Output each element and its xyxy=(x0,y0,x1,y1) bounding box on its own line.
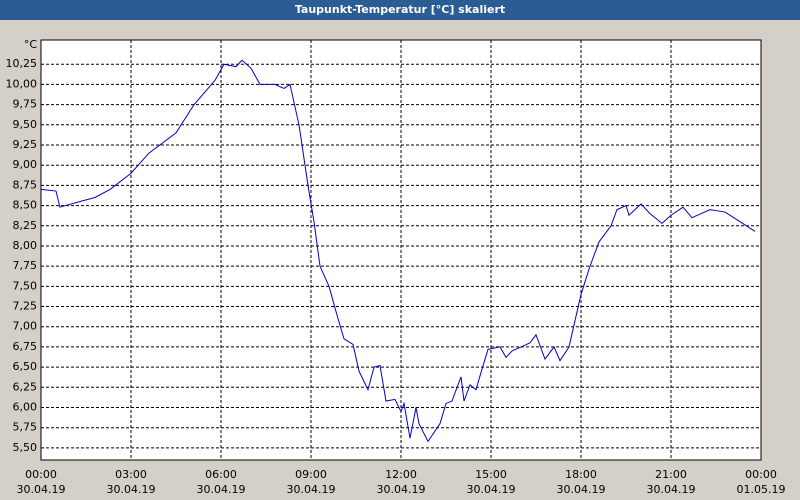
y-tick-label: 10,00 xyxy=(6,77,38,90)
y-tick-label: 8,00 xyxy=(13,239,38,252)
title-bar xyxy=(0,0,800,20)
x-tick-label: 18:00 xyxy=(565,468,597,481)
y-tick-label: 6,25 xyxy=(13,380,38,393)
y-tick-label: 7,50 xyxy=(13,279,38,292)
x-tick-label: 06:00 xyxy=(205,468,237,481)
x-tick-date: 30.04.19 xyxy=(17,483,66,496)
x-tick-date: 30.04.19 xyxy=(647,483,696,496)
y-unit: °C xyxy=(24,38,38,51)
x-tick-label: 00:00 xyxy=(25,468,57,481)
y-tick-label: 9,50 xyxy=(13,118,38,131)
chart-title: Taupunkt-Temperatur [°C] skaliert xyxy=(295,3,505,16)
y-tick-label: 9,75 xyxy=(13,98,38,111)
x-tick-date: 30.04.19 xyxy=(287,483,336,496)
y-tick-label: 8,50 xyxy=(13,199,38,212)
x-tick-date: 30.04.19 xyxy=(107,483,156,496)
x-tick-label: 09:00 xyxy=(295,468,327,481)
y-tick-label: 7,25 xyxy=(13,300,38,313)
y-tick-label: 5,50 xyxy=(13,441,38,454)
x-tick-label: 12:00 xyxy=(385,468,417,481)
x-tick-date: 30.04.19 xyxy=(377,483,426,496)
y-tick-label: 9,25 xyxy=(13,138,38,151)
y-tick-label: 7,75 xyxy=(13,259,38,272)
x-tick-label: 15:00 xyxy=(475,468,507,481)
y-tick-label: 6,50 xyxy=(13,360,38,373)
data-line xyxy=(40,59,756,443)
x-tick-label: 03:00 xyxy=(115,468,147,481)
y-tick-label: 8,25 xyxy=(13,219,38,232)
x-tick-label: 21:00 xyxy=(655,468,687,481)
y-tick-label: 5,75 xyxy=(13,421,38,434)
y-tick-label: 10,25 xyxy=(6,57,38,70)
x-tick-date: 30.04.19 xyxy=(197,483,246,496)
x-tick-date: 01.05.19 xyxy=(737,483,786,496)
x-tick-date: 30.04.19 xyxy=(467,483,516,496)
y-tick-label: 8,75 xyxy=(13,178,38,191)
y-tick-label: 6,00 xyxy=(13,401,38,414)
y-tick-label: 7,00 xyxy=(13,320,38,333)
x-tick-date: 30.04.19 xyxy=(557,483,606,496)
y-tick-label: 9,00 xyxy=(13,158,38,171)
y-tick-label: 6,75 xyxy=(13,340,38,353)
x-tick-label: 00:00 xyxy=(745,468,777,481)
